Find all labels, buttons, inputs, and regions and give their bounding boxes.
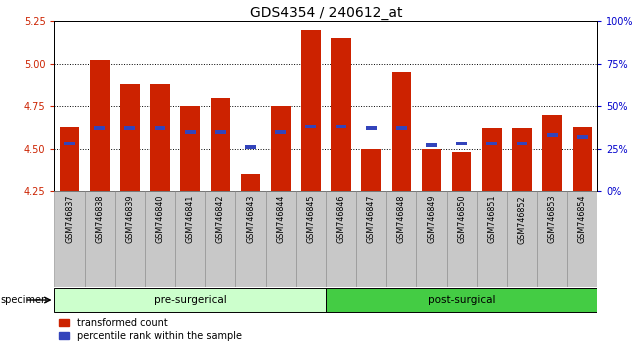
Bar [235, 191, 265, 287]
Bar [542, 115, 562, 191]
Bar [64, 142, 75, 145]
Bar [241, 174, 260, 191]
Bar [572, 127, 592, 191]
Bar [301, 30, 320, 191]
Bar [245, 145, 256, 149]
Text: GSM746843: GSM746843 [246, 195, 255, 243]
Text: specimen: specimen [1, 295, 48, 305]
Text: GSM746844: GSM746844 [276, 195, 285, 243]
Bar [456, 142, 467, 145]
Bar [336, 125, 346, 129]
Bar [567, 191, 597, 287]
Bar [417, 191, 447, 287]
Bar [356, 191, 387, 287]
Bar [331, 38, 351, 191]
Text: GSM746837: GSM746837 [65, 195, 74, 244]
Bar [150, 84, 170, 191]
Bar [366, 126, 376, 130]
Bar [362, 149, 381, 191]
Bar [326, 288, 597, 312]
Bar [211, 98, 230, 191]
Bar [507, 191, 537, 287]
Bar [537, 191, 567, 287]
Bar [276, 130, 286, 133]
Bar [180, 106, 200, 191]
Legend: transformed count, percentile rank within the sample: transformed count, percentile rank withi… [60, 318, 242, 341]
Text: GSM746846: GSM746846 [337, 195, 345, 243]
Bar [115, 191, 145, 287]
Text: GSM746840: GSM746840 [156, 195, 165, 243]
Text: GSM746842: GSM746842 [216, 195, 225, 244]
Bar [54, 191, 85, 287]
Bar [120, 84, 140, 191]
Text: GSM746852: GSM746852 [517, 195, 526, 244]
Bar [396, 126, 407, 130]
Bar [482, 128, 502, 191]
Bar [517, 142, 528, 145]
Text: GSM746851: GSM746851 [487, 195, 496, 244]
Bar [154, 126, 165, 130]
Text: GSM746849: GSM746849 [427, 195, 436, 244]
Bar [387, 191, 417, 287]
Bar [577, 135, 588, 139]
Bar [145, 191, 175, 287]
Text: post-surgical: post-surgical [428, 295, 495, 305]
Text: GSM746841: GSM746841 [186, 195, 195, 243]
Bar [422, 149, 441, 191]
Bar [60, 127, 79, 191]
Text: pre-surgerical: pre-surgerical [154, 295, 226, 305]
Bar [547, 133, 558, 137]
Bar [447, 191, 477, 287]
Text: GSM746839: GSM746839 [126, 195, 135, 244]
Bar [271, 106, 290, 191]
Bar [477, 191, 507, 287]
Bar [185, 130, 196, 133]
Bar [175, 191, 205, 287]
Bar [296, 191, 326, 287]
Bar [85, 191, 115, 287]
Bar [306, 125, 316, 129]
Bar [426, 143, 437, 147]
Bar [215, 130, 226, 133]
Text: GSM746838: GSM746838 [96, 195, 104, 243]
Bar [326, 191, 356, 287]
Text: GSM746847: GSM746847 [367, 195, 376, 244]
Bar [392, 72, 411, 191]
Bar [90, 60, 110, 191]
Title: GDS4354 / 240612_at: GDS4354 / 240612_at [250, 6, 402, 20]
Bar [54, 288, 326, 312]
Text: GSM746850: GSM746850 [457, 195, 466, 244]
Bar [205, 191, 235, 287]
Text: GSM746845: GSM746845 [306, 195, 315, 244]
Bar [94, 126, 105, 130]
Text: GSM746853: GSM746853 [547, 195, 556, 244]
Bar [512, 128, 532, 191]
Bar [452, 152, 472, 191]
Bar [124, 126, 135, 130]
Text: GSM746848: GSM746848 [397, 195, 406, 243]
Bar [487, 142, 497, 145]
Text: GSM746854: GSM746854 [578, 195, 587, 244]
Bar [265, 191, 296, 287]
